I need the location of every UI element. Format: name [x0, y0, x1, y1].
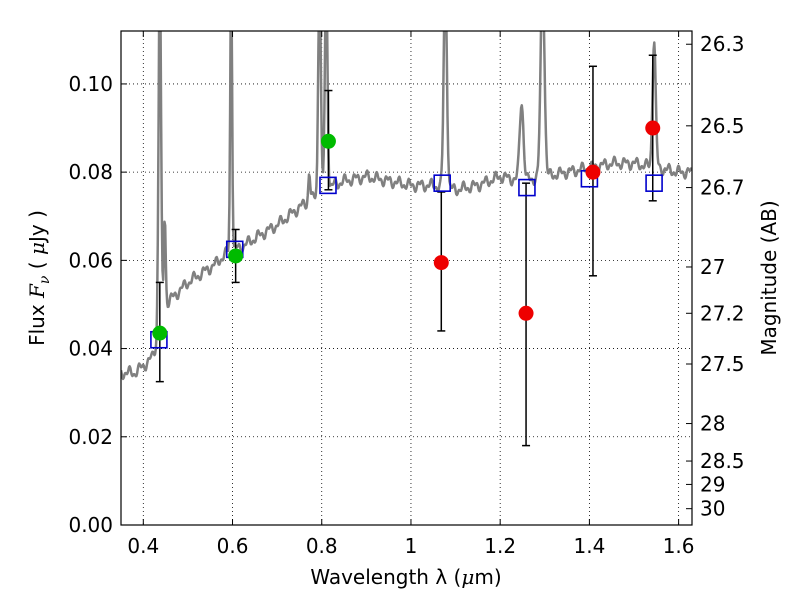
spectrum-line — [121, 31, 692, 381]
model-square-marker — [518, 178, 536, 197]
optical-point-marker — [320, 133, 336, 149]
y-axis-title: Flux Fν ( μJy ) — [25, 210, 53, 346]
y2-tick-label: 28.5 — [700, 449, 745, 473]
plot-frame — [120, 30, 693, 526]
x-tick-label: 1.4 — [573, 534, 605, 558]
model-square-marker — [433, 174, 451, 192]
infrared-point-marker — [585, 164, 601, 180]
infrared-point-marker — [518, 305, 534, 321]
optical-point-marker — [152, 325, 168, 341]
x-tick-label: 0.4 — [127, 534, 159, 558]
y2-tick-label: 27.2 — [700, 301, 745, 325]
y2-tick-label: 26.7 — [700, 176, 745, 200]
optical-point-marker — [228, 248, 244, 264]
model-square-marker — [645, 174, 663, 192]
y2-tick-label: 29 — [700, 472, 725, 496]
y-tick-label: 0.08 — [68, 160, 113, 184]
grid — [121, 31, 692, 526]
y2-tick-label: 26.3 — [700, 32, 745, 56]
y-tick-label: 0.10 — [68, 72, 113, 96]
data-markers — [150, 120, 663, 349]
x-tick-label: 1 — [405, 534, 418, 558]
x-tick-label: 1.6 — [663, 534, 695, 558]
y-tick-label: 0.04 — [68, 337, 113, 361]
y-tick-label: 0.00 — [68, 513, 113, 537]
y2-tick-label: 30 — [700, 497, 725, 521]
model-square-marker — [319, 176, 337, 195]
spectrum — [121, 31, 692, 381]
y2-tick-label: 28 — [700, 412, 725, 436]
y2-axis-title: Magnitude (AB) — [757, 200, 781, 355]
axis-ticks: 0.4 0.6 0.8 1 1.2 1.4 1.6 0.00 0.02 0.04 0.06 0.08 0… — [68, 31, 745, 558]
y2-tick-label: 27 — [700, 255, 725, 279]
x-axis-title: Wavelength λ (μm) — [310, 565, 501, 589]
infrared-point-marker — [433, 255, 449, 271]
y-tick-label: 0.02 — [68, 425, 113, 449]
y-tick-label: 0.06 — [68, 248, 113, 272]
x-tick-label: 0.8 — [306, 534, 338, 558]
infrared-point-marker — [645, 120, 661, 136]
x-tick-label: 1.2 — [484, 534, 516, 558]
y2-tick-label: 26.5 — [700, 114, 745, 138]
y2-tick-label: 27.5 — [700, 352, 745, 376]
x-tick-label: 0.6 — [217, 534, 249, 558]
